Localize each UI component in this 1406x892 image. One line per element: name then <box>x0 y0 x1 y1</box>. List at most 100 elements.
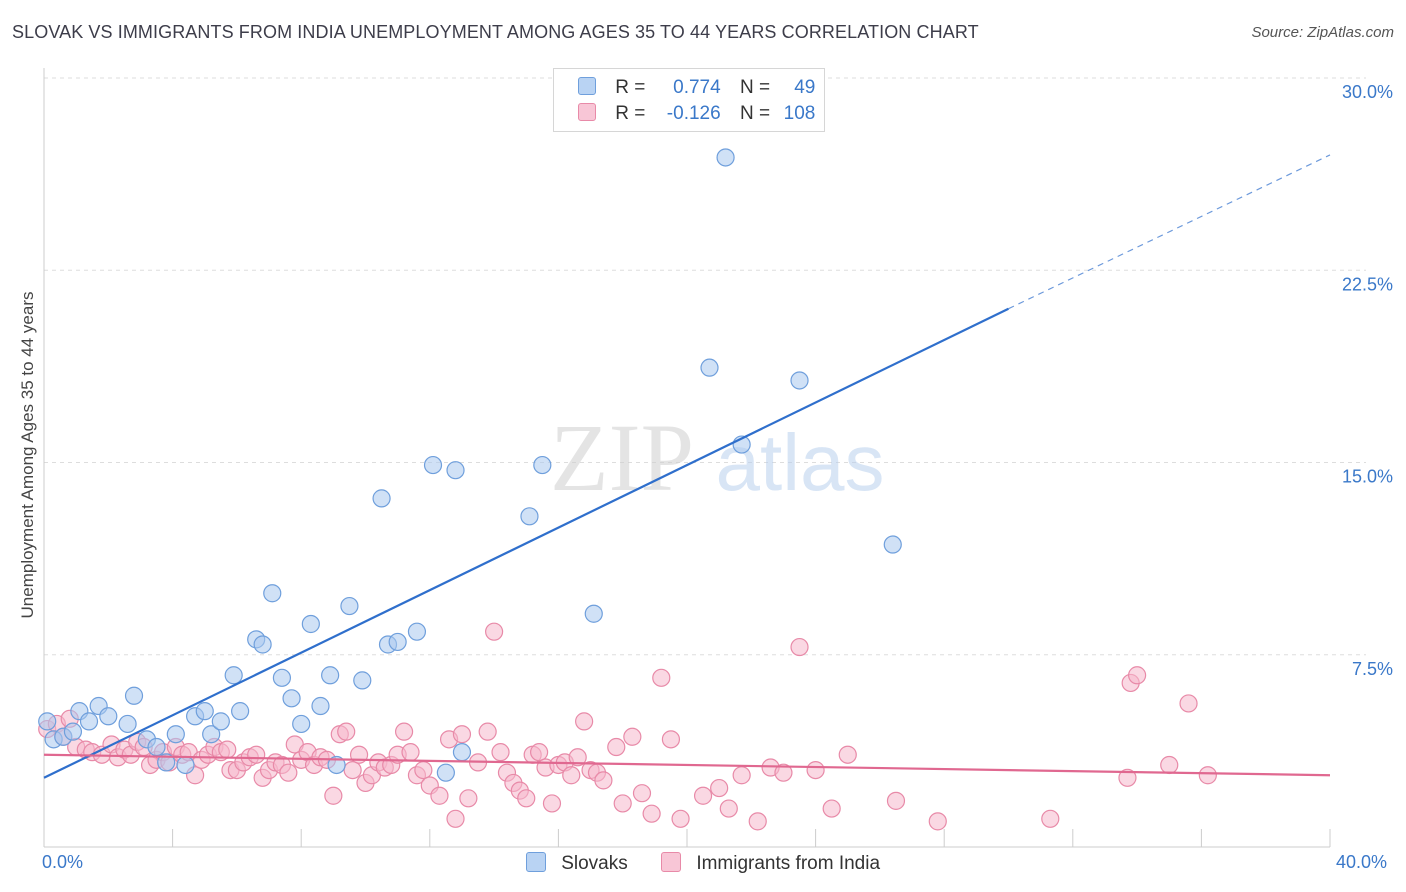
india-point-43 <box>324 786 343 805</box>
india-trendline <box>43 753 1331 777</box>
slovak-point-17 <box>202 725 221 744</box>
slovak-point-35 <box>388 632 407 652</box>
r-label: R = <box>615 77 646 98</box>
n-value: 49 <box>794 77 816 98</box>
slovaks-trendline <box>43 307 1009 779</box>
india-point-45 <box>337 722 356 741</box>
india-point-87 <box>632 784 652 803</box>
india-point-105 <box>1041 809 1060 828</box>
slovak-point-37 <box>423 455 443 475</box>
india-point-96 <box>748 812 767 831</box>
india-point-59 <box>430 786 449 805</box>
legend-row-india: R = -0.126 N = 108 <box>578 103 815 125</box>
y-tick-label-2: 22.5% <box>1342 274 1393 294</box>
slovak-point-26 <box>292 714 311 734</box>
india-point-102 <box>838 745 857 764</box>
india-point-62 <box>452 725 472 744</box>
india-point-94 <box>719 799 738 818</box>
slovak-point-5 <box>79 712 99 731</box>
y-tick-labels: 7.5% 15.0% 22.5% 30.0% <box>1342 82 1393 679</box>
india-point-67 <box>491 743 510 762</box>
india-point-26 <box>218 740 237 759</box>
slovak-point-29 <box>321 666 340 685</box>
india-point-61 <box>446 809 465 828</box>
india-point-73 <box>530 743 549 762</box>
slovak-point-18 <box>211 712 230 731</box>
india-point-55 <box>401 743 420 762</box>
india-point-93 <box>710 778 729 798</box>
slovak-point-38 <box>436 763 455 782</box>
india-point-54 <box>394 722 414 741</box>
chart-title: SLOVAK VS IMMIGRANTS FROM INDIA UNEMPLOY… <box>12 22 979 42</box>
india-point-91 <box>671 809 690 828</box>
india-point-84 <box>607 737 626 757</box>
india-point-98 <box>774 763 793 782</box>
n-label: N = <box>739 77 771 98</box>
correlation-legend: R = 0.774 N = 49 R = -0.126 N = 108 <box>553 68 825 132</box>
slovaks-swatch <box>578 77 596 95</box>
r-label: R = <box>615 103 646 124</box>
slovak-point-43 <box>584 604 603 623</box>
slovak-point-11 <box>147 737 166 757</box>
slovak-point-31 <box>340 596 359 616</box>
slovak-point-44 <box>700 358 719 377</box>
slovak-point-33 <box>372 489 391 508</box>
n-label: N = <box>739 103 771 124</box>
india-point-100 <box>806 760 825 780</box>
slovak-point-23 <box>263 584 282 603</box>
r-value: -0.126 <box>666 103 721 124</box>
india-point-92 <box>693 786 713 805</box>
india-point-66 <box>485 622 504 641</box>
r-value: 0.774 <box>673 77 721 98</box>
india-point-111 <box>1160 755 1179 775</box>
n-value: 108 <box>783 103 816 124</box>
india-point-103 <box>886 791 906 810</box>
india-point-65 <box>478 722 497 741</box>
india-point-63 <box>459 789 478 808</box>
slovak-point-42 <box>533 455 552 475</box>
slovak-point-22 <box>253 635 272 654</box>
slovak-point-9 <box>124 686 144 705</box>
slovak-point-25 <box>282 689 301 708</box>
legend-row-slovaks: R = 0.774 N = 49 <box>578 77 815 99</box>
india-point-101 <box>822 799 841 818</box>
slovak-point-32 <box>353 671 372 690</box>
slovak-point-41 <box>520 507 539 526</box>
y-tick-label-1: 15.0% <box>1342 467 1393 487</box>
chart-source: Source: ZipAtlas.com <box>1251 24 1394 41</box>
legend-label-india: Immigrants from India <box>696 853 881 874</box>
watermark-atlas: atlas <box>716 418 885 507</box>
slovak-point-47 <box>790 371 809 390</box>
slovak-point-27 <box>301 614 320 634</box>
trendlines <box>43 154 1331 779</box>
india-point-57 <box>414 760 433 780</box>
series-legend: Slovaks Immigrants from India <box>0 852 1406 875</box>
india-point-86 <box>623 727 642 746</box>
india-point-83 <box>594 771 613 790</box>
india-point-95 <box>732 766 751 785</box>
india-point-79 <box>568 748 587 767</box>
y-tick-label-3: 30.0% <box>1342 82 1393 102</box>
india-point-99 <box>790 637 809 657</box>
slovak-point-28 <box>311 696 330 716</box>
india-point-90 <box>661 730 681 749</box>
slovaks-trendline-extension <box>1008 154 1331 310</box>
india-point-104 <box>928 812 947 831</box>
india-swatch <box>578 103 596 121</box>
slovak-point-8 <box>118 714 137 734</box>
legend-label-slovaks: Slovaks <box>561 853 628 874</box>
slovak-point-12 <box>157 753 176 772</box>
india-point-109 <box>1179 694 1198 713</box>
slovak-point-36 <box>407 622 427 641</box>
india-point-75 <box>542 794 562 813</box>
legend-item-slovaks: Slovaks <box>525 852 628 875</box>
slovak-point-24 <box>272 668 292 687</box>
slovak-point-7 <box>99 707 118 726</box>
india-legend-swatch <box>661 852 682 872</box>
india-point-85 <box>613 794 632 813</box>
slovak-point-45 <box>716 148 735 167</box>
slovaks-legend-swatch <box>525 852 546 872</box>
slovak-point-0 <box>38 712 57 731</box>
slovak-point-40 <box>452 743 472 762</box>
